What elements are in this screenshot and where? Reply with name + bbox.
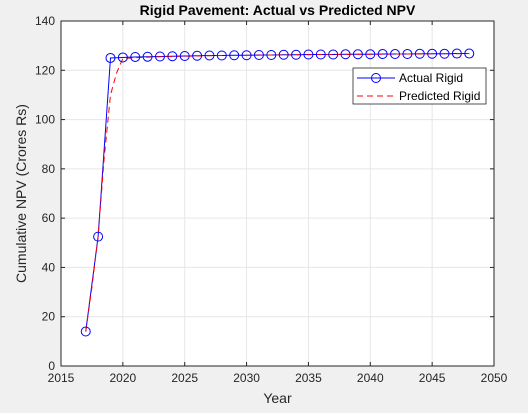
y-tick-label: 80: [42, 162, 56, 176]
y-axis-label: Cumulative NPV (Crores Rs): [13, 104, 29, 283]
x-tick-label: 2025: [171, 371, 198, 385]
legend-label-actual: Actual Rigid: [399, 71, 463, 85]
data-point-actual-rigid: [154, 51, 165, 62]
y-tick-label: 0: [48, 359, 55, 373]
x-axis-label: Year: [263, 390, 292, 406]
data-point-actual-rigid: [414, 48, 425, 59]
data-point-actual-rigid: [464, 48, 475, 59]
data-point-actual-rigid: [253, 50, 264, 61]
data-point-actual-rigid: [340, 49, 351, 60]
data-point-actual-rigid: [377, 49, 388, 60]
data-point-actual-rigid: [229, 50, 240, 61]
y-tick-label: 140: [35, 14, 55, 28]
data-point-actual-rigid: [352, 49, 363, 60]
x-tick-label: 2030: [233, 371, 260, 385]
data-point-actual-rigid: [167, 51, 178, 62]
y-tick-label: 20: [42, 310, 56, 324]
data-point-actual-rigid: [179, 50, 190, 61]
data-point-actual-rigid: [142, 51, 153, 62]
data-point-actual-rigid: [451, 48, 462, 59]
y-tick-label: 40: [42, 260, 56, 274]
x-tick-label: 2035: [295, 371, 322, 385]
y-tick-label: 100: [35, 113, 55, 127]
tick-marks: [60, 20, 495, 367]
axes-box: [60, 20, 495, 367]
data-point-actual-rigid: [365, 49, 376, 60]
data-point-actual-rigid: [390, 49, 401, 60]
data-point-actual-rigid: [130, 51, 141, 62]
data-point-actual-rigid: [80, 326, 91, 337]
x-tick-label: 2020: [110, 371, 137, 385]
x-tick-label: 2050: [481, 371, 508, 385]
y-tick-label: 120: [35, 63, 55, 77]
series-layer: [80, 48, 475, 337]
data-point-actual-rigid: [278, 49, 289, 60]
data-point-actual-rigid: [117, 52, 128, 63]
data-point-actual-rigid: [204, 50, 215, 61]
data-point-actual-rigid: [315, 49, 326, 60]
data-point-actual-rigid: [291, 49, 302, 60]
data-point-actual-rigid: [266, 50, 277, 61]
chart-title: Rigid Pavement: Actual vs Predicted NPV: [140, 2, 416, 18]
data-point-actual-rigid: [105, 52, 116, 63]
data-point-actual-rigid: [216, 50, 227, 61]
legend-label-predicted: Predicted Rigid: [399, 89, 480, 103]
data-point-actual-rigid: [303, 49, 314, 60]
data-point-actual-rigid: [439, 48, 450, 59]
x-tick-label: 2040: [357, 371, 384, 385]
data-point-actual-rigid: [402, 49, 413, 60]
legend: Actual Rigid Predicted Rigid: [352, 67, 487, 105]
data-point-actual-rigid: [328, 49, 339, 60]
data-point-actual-rigid: [93, 231, 104, 242]
data-point-actual-rigid: [192, 50, 203, 61]
data-point-actual-rigid: [427, 48, 438, 59]
x-tick-label: 2015: [48, 371, 75, 385]
y-tick-label: 60: [42, 211, 56, 225]
data-point-actual-rigid: [241, 50, 252, 61]
x-tick-label: 2045: [419, 371, 446, 385]
legend-marker-actual: [371, 73, 381, 83]
